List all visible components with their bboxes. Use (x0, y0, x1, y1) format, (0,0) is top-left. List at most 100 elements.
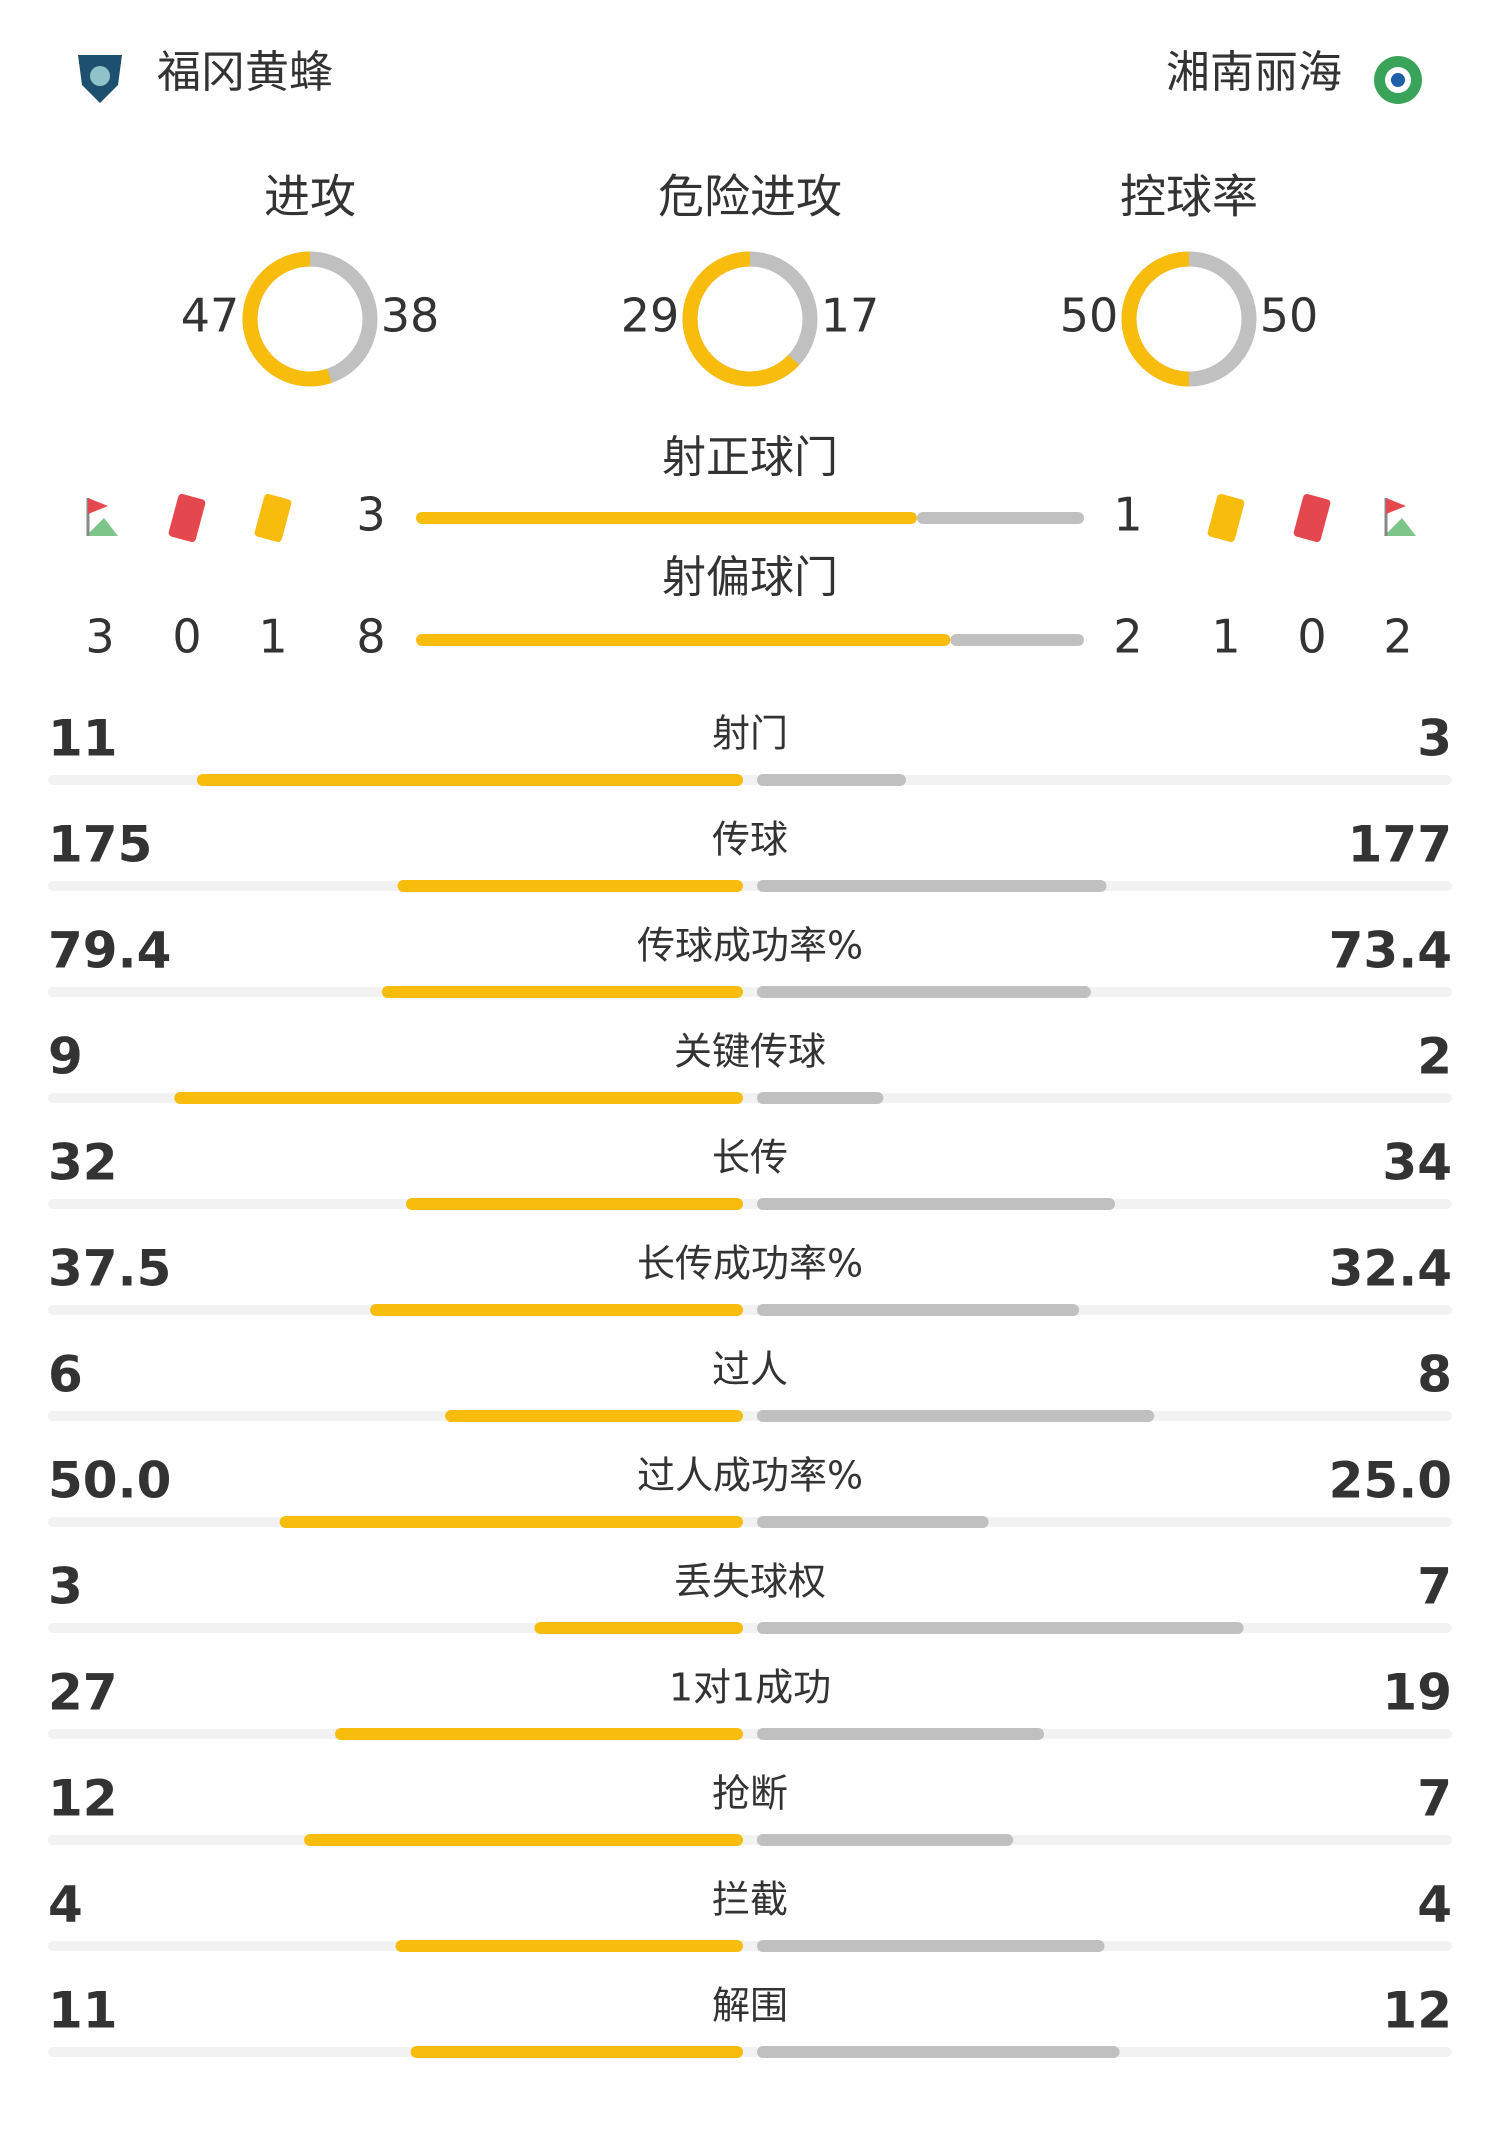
home-bar (174, 1092, 743, 1104)
stat-label: 关键传球 (674, 1030, 826, 1074)
away-value: 34 (1382, 1134, 1452, 1192)
away-value: 50 (1260, 289, 1319, 343)
home-bar (335, 1728, 743, 1740)
away-bar (757, 1834, 1014, 1846)
home-value: 29 (621, 289, 680, 343)
away-bar (757, 1304, 1080, 1316)
home-value: 3 (48, 1558, 83, 1616)
home-value: 11 (48, 710, 118, 768)
away-value: 4 (1417, 1876, 1452, 1934)
away-value: 3 (1417, 710, 1452, 768)
home-value: 50.0 (48, 1452, 171, 1510)
home-bar (279, 1516, 743, 1528)
away-value: 73.4 (1329, 922, 1452, 980)
yellow-card-icon (254, 494, 292, 542)
away-bar (757, 1198, 1116, 1210)
home-value: 27 (48, 1664, 118, 1722)
corner-icon (1384, 518, 1416, 536)
home-bar (304, 1834, 743, 1846)
stat-label: 解围 (712, 1984, 788, 2028)
home-value: 8 (356, 610, 385, 664)
away-value: 7 (1417, 1558, 1452, 1616)
shot-label: 射偏球门 (662, 552, 838, 603)
away-value: 38 (381, 289, 440, 343)
corner-flag (88, 498, 108, 514)
card-count: 1 (258, 610, 287, 664)
track (48, 881, 1452, 891)
home-value: 175 (48, 816, 152, 874)
stat-label: 长传成功率% (637, 1242, 863, 1286)
card-count: 0 (172, 610, 201, 664)
away-value: 8 (1417, 1346, 1452, 1404)
track (48, 2047, 1452, 2057)
away-bar (757, 1410, 1155, 1422)
home-value: 9 (48, 1028, 83, 1086)
home-value: 12 (48, 1770, 118, 1828)
corner-icon (86, 518, 118, 536)
away-bar (757, 1516, 989, 1528)
home-bar (381, 986, 743, 998)
track (48, 1729, 1452, 1739)
donut-label: 进攻 (264, 170, 356, 224)
stat-label: 长传 (712, 1136, 788, 1180)
shot-label: 射正球门 (662, 432, 838, 483)
home-value: 50 (1060, 289, 1119, 343)
away-team: 湘南丽海 (1166, 47, 1342, 98)
donut-home (1121, 251, 1190, 387)
away-value: 177 (1348, 816, 1452, 874)
donut-home (682, 251, 800, 387)
track (48, 987, 1452, 997)
away-value: 12 (1382, 1982, 1452, 2040)
home-value: 32 (48, 1134, 118, 1192)
stat-label: 传球成功率% (637, 924, 863, 968)
red-card-icon (168, 494, 206, 542)
track (48, 1835, 1452, 1845)
stat-label: 过人 (712, 1348, 788, 1392)
home-bar (416, 634, 951, 646)
home-value: 37.5 (48, 1240, 171, 1298)
away-bar (757, 880, 1107, 892)
card-count: 3 (85, 610, 114, 664)
stat-label: 1对1成功 (669, 1666, 831, 1710)
away-bar (917, 512, 1084, 524)
away-bar (757, 1940, 1105, 1952)
away-bar (757, 2046, 1120, 2058)
away-bar (757, 1622, 1244, 1634)
home-team: 福冈黄蜂 (157, 47, 333, 98)
away-value: 1 (1113, 488, 1142, 542)
track (48, 1305, 1452, 1315)
home-bar (397, 880, 743, 892)
home-logo (78, 55, 122, 103)
stat-label: 拦截 (712, 1878, 788, 1922)
home-bar (395, 1940, 743, 1952)
home-value: 79.4 (48, 922, 171, 980)
away-bar (757, 1728, 1045, 1740)
away-logo (1374, 56, 1422, 104)
home-bar (534, 1622, 743, 1634)
away-bar (757, 774, 906, 786)
home-bar (445, 1410, 743, 1422)
away-value: 19 (1382, 1664, 1452, 1722)
away-value: 17 (821, 289, 880, 343)
away-value: 2 (1113, 610, 1142, 664)
home-value: 47 (181, 289, 240, 343)
corner-flag (1386, 498, 1406, 514)
away-value: 32.4 (1329, 1240, 1452, 1298)
donut-label: 控球率 (1120, 170, 1258, 224)
track (48, 1941, 1452, 1951)
home-bar (416, 512, 917, 524)
away-bar (950, 634, 1084, 646)
away-bar (757, 986, 1091, 998)
track (48, 1411, 1452, 1421)
stat-label: 丢失球权 (674, 1560, 826, 1604)
home-value: 4 (48, 1876, 83, 1934)
stat-label: 射门 (712, 712, 788, 756)
away-value: 25.0 (1329, 1452, 1452, 1510)
home-value: 11 (48, 1982, 118, 2040)
red-card-icon (1293, 494, 1331, 542)
away-bar (757, 1092, 884, 1104)
stat-label: 过人成功率% (637, 1454, 863, 1498)
away-value: 2 (1417, 1028, 1452, 1086)
track (48, 1199, 1452, 1209)
